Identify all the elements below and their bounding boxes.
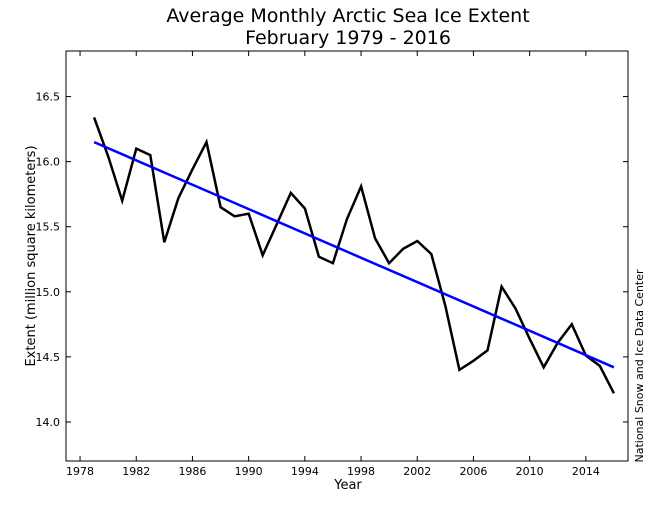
- chart-title: Average Monthly Arctic Sea Ice Extent: [166, 5, 529, 27]
- y-tick-label: 16.0: [36, 156, 61, 169]
- x-axis-label: Year: [333, 478, 362, 493]
- y-axis: 14.0 14.5 15.0 15.5 16.0 16.5: [36, 91, 628, 429]
- x-tick-label: 2006: [459, 465, 487, 478]
- x-tick-label: 1990: [235, 465, 263, 478]
- x-tick-label: 1986: [178, 465, 206, 478]
- x-tick-label: 1982: [122, 465, 150, 478]
- trend-line: [93, 140, 615, 369]
- x-tick-label: 2002: [403, 465, 431, 478]
- y-tick-label: 15.5: [36, 221, 61, 234]
- x-tick-label: 1994: [291, 465, 319, 478]
- plot-frame: [65, 50, 629, 462]
- chart-subtitle: February 1979 - 2016: [245, 27, 451, 49]
- y-tick-label: 14.5: [36, 351, 61, 364]
- y-tick-label: 15.0: [36, 286, 61, 299]
- y-axis-label: Extent (million square kilometers): [24, 145, 39, 366]
- x-tick-label: 1978: [66, 465, 94, 478]
- y-tick-label: 16.5: [36, 91, 61, 104]
- credit-label: National Snow and Ice Data Center: [633, 269, 646, 463]
- extent-series-line: [92, 116, 616, 394]
- x-axis: 1978 1982 1986 1990 1994 1998 2002 2006 2010 2014: [66, 51, 600, 478]
- x-tick-label: 1998: [347, 465, 375, 478]
- y-tick-label: 14.0: [36, 416, 61, 429]
- x-tick-label: 2010: [516, 465, 544, 478]
- series-layer: [92, 116, 616, 394]
- x-tick-label: 2014: [572, 465, 600, 478]
